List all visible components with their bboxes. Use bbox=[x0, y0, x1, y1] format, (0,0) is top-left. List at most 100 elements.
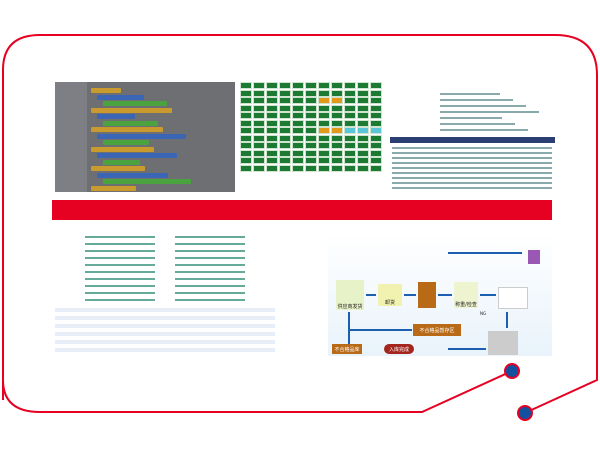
status-cell bbox=[318, 157, 330, 164]
table-text bbox=[175, 278, 245, 280]
code-block bbox=[91, 146, 154, 152]
status-cell bbox=[370, 149, 382, 157]
code-block bbox=[97, 172, 168, 178]
status-cell bbox=[266, 89, 278, 97]
status-cell bbox=[344, 89, 356, 97]
code-line bbox=[392, 147, 552, 149]
status-cell bbox=[344, 142, 356, 149]
status-cell bbox=[253, 157, 265, 164]
flow-reject-area: 不合格品暂存区 bbox=[413, 324, 461, 336]
status-cell bbox=[305, 112, 317, 119]
status-cell bbox=[331, 82, 343, 89]
status-cell bbox=[266, 164, 278, 172]
status-cell bbox=[253, 104, 265, 112]
table-text bbox=[85, 257, 155, 259]
table-text bbox=[85, 243, 155, 245]
status-cell bbox=[266, 142, 278, 149]
status-cell bbox=[279, 142, 291, 149]
status-cell bbox=[292, 104, 304, 112]
dot-marker bbox=[517, 405, 533, 421]
status-cell bbox=[370, 127, 382, 134]
status-cell bbox=[266, 104, 278, 112]
status-cell bbox=[305, 89, 317, 97]
code-line bbox=[440, 111, 539, 113]
status-cell bbox=[318, 164, 330, 172]
status-cell bbox=[318, 104, 330, 112]
status-cell bbox=[357, 104, 369, 112]
code-line bbox=[440, 129, 528, 131]
table-text bbox=[85, 285, 155, 287]
flow-ng: NG bbox=[478, 310, 488, 316]
flow-check: 称重/检查 bbox=[454, 282, 478, 308]
label: 入库完成 bbox=[388, 346, 409, 353]
status-cell bbox=[370, 97, 382, 104]
status-cell bbox=[357, 82, 369, 89]
code-line bbox=[440, 99, 513, 101]
status-cell bbox=[305, 157, 317, 164]
status-cell bbox=[370, 89, 382, 97]
status-cell bbox=[318, 89, 330, 97]
status-cell bbox=[357, 149, 369, 157]
label: 卸货 bbox=[384, 300, 395, 306]
status-cell bbox=[266, 112, 278, 119]
status-cell bbox=[266, 119, 278, 127]
status-cell bbox=[279, 157, 291, 164]
flow-reject-store: 不合格品库 bbox=[332, 344, 362, 354]
table-text bbox=[85, 278, 155, 280]
status-cell bbox=[292, 157, 304, 164]
status-cell bbox=[357, 119, 369, 127]
table-text bbox=[175, 236, 245, 238]
status-cell bbox=[318, 97, 330, 104]
table-text bbox=[175, 250, 245, 252]
flow-supplier: 供应商发货 bbox=[336, 280, 364, 310]
status-cell bbox=[357, 164, 369, 172]
code-block bbox=[91, 107, 172, 113]
status-cell bbox=[370, 134, 382, 142]
status-cell bbox=[266, 82, 278, 89]
table-text bbox=[85, 299, 155, 301]
status-cell bbox=[357, 127, 369, 134]
status-cell bbox=[240, 104, 252, 112]
code-block bbox=[97, 133, 186, 139]
status-cell bbox=[253, 164, 265, 172]
status-cell bbox=[357, 142, 369, 149]
code-block bbox=[103, 159, 140, 165]
block-programming-screenshot bbox=[55, 82, 235, 192]
scan-icon bbox=[488, 331, 518, 355]
table-text bbox=[175, 271, 245, 273]
status-cell bbox=[279, 97, 291, 104]
status-cell bbox=[344, 82, 356, 89]
status-cell bbox=[253, 89, 265, 97]
status-cell bbox=[305, 97, 317, 104]
status-cell bbox=[253, 119, 265, 127]
status-cell bbox=[370, 82, 382, 89]
status-cell bbox=[357, 97, 369, 104]
status-cell bbox=[292, 97, 304, 104]
label: 不合格品暂存区 bbox=[419, 327, 455, 334]
code-block bbox=[103, 179, 191, 184]
code-block bbox=[97, 153, 177, 158]
status-cell bbox=[331, 104, 343, 112]
flow-area bbox=[418, 282, 436, 308]
status-cell bbox=[331, 142, 343, 149]
status-cell bbox=[266, 97, 278, 104]
red-divider-band bbox=[52, 200, 552, 220]
table-text bbox=[85, 236, 155, 238]
status-cell bbox=[357, 89, 369, 97]
table-text bbox=[175, 299, 245, 301]
status-cell bbox=[331, 157, 343, 164]
table-text bbox=[175, 264, 245, 266]
status-cell bbox=[331, 164, 343, 172]
status-cell bbox=[253, 97, 265, 104]
status-cell bbox=[305, 142, 317, 149]
status-cell bbox=[331, 119, 343, 127]
status-cell bbox=[266, 157, 278, 164]
status-cell bbox=[318, 134, 330, 142]
code-line bbox=[392, 182, 552, 184]
status-cell bbox=[266, 149, 278, 157]
status-grid-screenshot bbox=[240, 82, 385, 190]
status-cell bbox=[344, 164, 356, 172]
status-cell bbox=[279, 149, 291, 157]
label: 称重/检查 bbox=[455, 302, 477, 308]
code-block bbox=[103, 101, 167, 106]
